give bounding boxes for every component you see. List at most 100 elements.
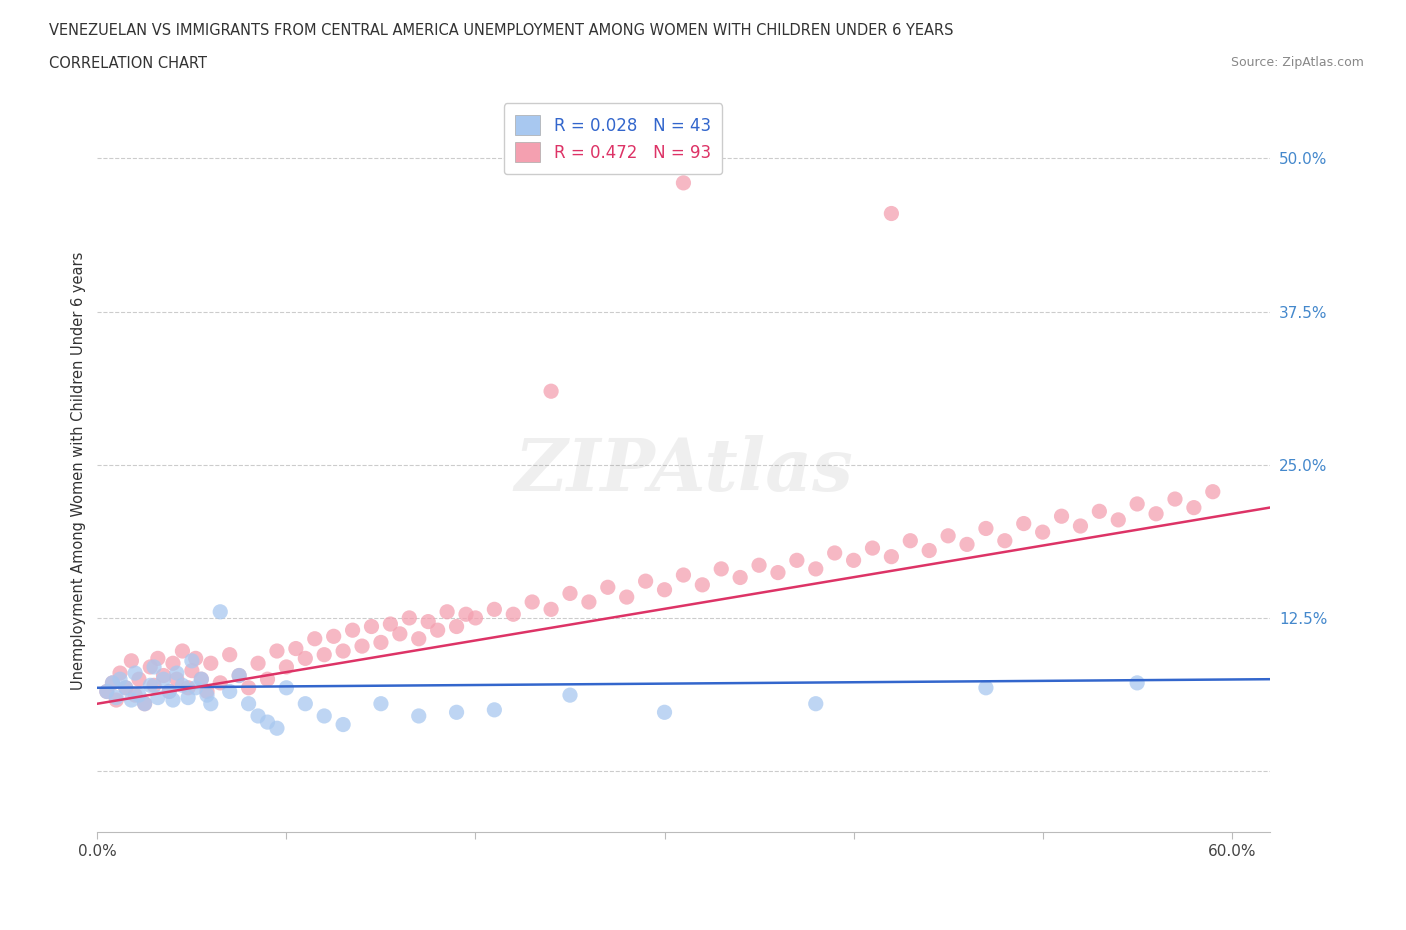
Point [454, 606, 477, 621]
Y-axis label: Unemployment Among Women with Children Under 6 years: Unemployment Among Women with Children U… [72, 252, 86, 690]
Point [180, 654, 202, 669]
Point [332, 644, 354, 658]
Point [360, 619, 382, 634]
Point [710, 562, 733, 577]
Point [558, 586, 581, 601]
Point [177, 690, 200, 705]
Point [692, 578, 714, 592]
Point [166, 666, 188, 681]
Point [388, 627, 411, 642]
Point [200, 656, 222, 671]
Point [1164, 492, 1187, 507]
Point [408, 709, 430, 724]
Point [195, 684, 218, 699]
Point [143, 659, 166, 674]
Point [398, 610, 420, 625]
Point [96, 684, 118, 699]
Point [157, 684, 180, 699]
Point [1032, 525, 1054, 539]
Point [1088, 504, 1111, 519]
Point [184, 651, 207, 666]
Point [276, 659, 298, 674]
Point [247, 656, 270, 671]
Point [134, 697, 156, 711]
Text: CORRELATION CHART: CORRELATION CHART [49, 56, 207, 71]
Point [108, 666, 131, 681]
Point [146, 690, 169, 705]
Point [124, 666, 146, 681]
Point [1182, 500, 1205, 515]
Point [96, 684, 118, 699]
Point [728, 570, 751, 585]
Point [1107, 512, 1129, 527]
Point [228, 668, 250, 683]
Point [120, 693, 142, 708]
Point [146, 651, 169, 666]
Point [105, 690, 128, 705]
Point [195, 687, 218, 702]
Point [464, 610, 486, 625]
Point [152, 668, 174, 683]
Point [190, 671, 212, 686]
Point [748, 558, 770, 573]
Point [124, 687, 146, 702]
Point [596, 579, 619, 594]
Point [105, 693, 128, 708]
Point [766, 565, 789, 580]
Point [247, 709, 270, 724]
Point [370, 697, 392, 711]
Point [342, 623, 364, 638]
Point [152, 671, 174, 686]
Point [128, 671, 150, 686]
Point [672, 176, 695, 191]
Point [418, 614, 440, 629]
Point [134, 697, 156, 711]
Point [880, 550, 903, 565]
Point [862, 540, 884, 555]
Point [974, 681, 997, 696]
Point [956, 537, 979, 551]
Point [218, 684, 240, 699]
Point [294, 651, 316, 666]
Point [166, 671, 188, 686]
Point [370, 635, 392, 650]
Point [238, 697, 260, 711]
Point [484, 702, 506, 717]
Point [634, 574, 657, 589]
Point [143, 678, 166, 693]
Point [114, 681, 136, 696]
Point [322, 629, 344, 644]
Point [1126, 675, 1149, 690]
Point [139, 678, 162, 693]
Point [994, 533, 1017, 548]
Point [936, 528, 959, 543]
Point [672, 567, 695, 582]
Point [256, 671, 278, 686]
Point [180, 663, 202, 678]
Point [1202, 485, 1225, 499]
Text: ZIPAtlas: ZIPAtlas [515, 435, 853, 506]
Point [426, 623, 449, 638]
Point [190, 671, 212, 686]
Point [350, 639, 373, 654]
Point [842, 553, 865, 568]
Point [408, 631, 430, 646]
Point [522, 594, 544, 609]
Point [256, 714, 278, 729]
Point [540, 602, 562, 617]
Point [128, 687, 150, 702]
Point [101, 675, 124, 690]
Point [332, 717, 354, 732]
Point [484, 602, 506, 617]
Point [654, 582, 676, 597]
Point [172, 644, 194, 658]
Point [238, 681, 260, 696]
Point [276, 681, 298, 696]
Point [446, 705, 468, 720]
Point [436, 604, 458, 619]
Point [502, 606, 524, 621]
Point [218, 647, 240, 662]
Point [558, 687, 581, 702]
Text: Source: ZipAtlas.com: Source: ZipAtlas.com [1230, 56, 1364, 69]
Point [880, 206, 903, 221]
